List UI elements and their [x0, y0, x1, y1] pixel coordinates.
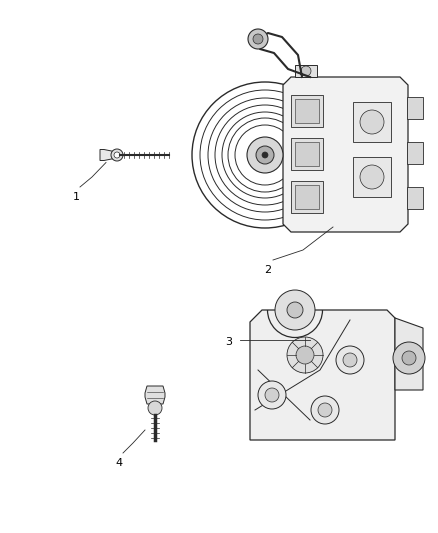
Circle shape [287, 302, 303, 318]
Bar [291, 181, 323, 213]
Bar [295, 99, 319, 123]
Circle shape [200, 90, 330, 220]
Circle shape [247, 137, 283, 173]
Circle shape [393, 342, 425, 374]
Polygon shape [283, 77, 408, 232]
Circle shape [343, 353, 357, 367]
Circle shape [235, 125, 295, 185]
Bar [295, 185, 319, 209]
Bar [407, 97, 423, 119]
Circle shape [301, 66, 311, 76]
Text: 2: 2 [265, 265, 272, 275]
Circle shape [336, 346, 364, 374]
Circle shape [248, 29, 268, 49]
Circle shape [265, 388, 279, 402]
Text: 3: 3 [225, 337, 232, 347]
Circle shape [311, 396, 339, 424]
Polygon shape [100, 149, 114, 160]
Circle shape [208, 98, 322, 212]
Circle shape [402, 351, 416, 365]
Bar [291, 138, 323, 170]
Circle shape [360, 165, 384, 189]
Circle shape [318, 403, 332, 417]
Bar [353, 157, 391, 197]
Circle shape [360, 110, 384, 134]
Bar [295, 142, 319, 166]
Circle shape [275, 290, 315, 330]
Bar [291, 95, 323, 127]
Circle shape [114, 152, 120, 158]
Polygon shape [145, 386, 165, 404]
Bar [407, 142, 423, 164]
Circle shape [111, 149, 123, 161]
Circle shape [222, 112, 308, 198]
Text: 1: 1 [73, 192, 80, 202]
Circle shape [256, 146, 274, 164]
Circle shape [215, 105, 315, 205]
Circle shape [148, 401, 162, 415]
Polygon shape [395, 318, 423, 390]
Circle shape [228, 118, 302, 192]
Bar [353, 102, 391, 142]
Bar [407, 187, 423, 209]
Bar [295, 65, 317, 77]
Polygon shape [250, 310, 395, 440]
Circle shape [253, 34, 263, 44]
Circle shape [192, 82, 338, 228]
Circle shape [287, 337, 323, 373]
Circle shape [258, 381, 286, 409]
Circle shape [262, 152, 268, 158]
Text: 4: 4 [116, 458, 123, 468]
Circle shape [296, 346, 314, 364]
